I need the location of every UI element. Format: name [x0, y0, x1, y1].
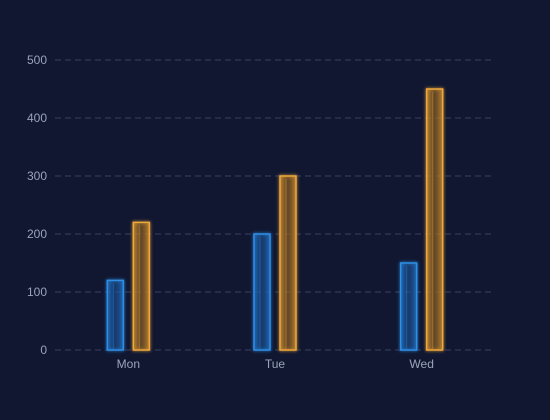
y-tick-label: 100 — [27, 285, 47, 299]
bars — [106, 88, 444, 351]
bar-series-2-wed — [425, 88, 444, 351]
y-tick-label: 0 — [40, 343, 47, 357]
gridlines — [55, 59, 495, 351]
y-tick-label: 200 — [27, 227, 47, 241]
x-tick-label: Tue — [265, 357, 286, 371]
bar-series-1-tue — [253, 233, 271, 351]
bar-series-1-wed — [399, 262, 418, 351]
y-tick-label: 300 — [27, 169, 47, 183]
y-tick-label: 400 — [27, 111, 47, 125]
x-tick-label: Wed — [409, 357, 433, 371]
x-axis-ticks: Mon Tue Wed — [117, 357, 434, 371]
y-axis-ticks: 0 100 200 300 400 500 — [27, 53, 47, 357]
bar-series-2-mon — [132, 221, 151, 351]
y-tick-label: 500 — [27, 53, 47, 67]
x-tick-label: Mon — [117, 357, 140, 371]
bar-series-2-tue — [279, 175, 297, 351]
bar-series-1-mon — [106, 279, 125, 351]
